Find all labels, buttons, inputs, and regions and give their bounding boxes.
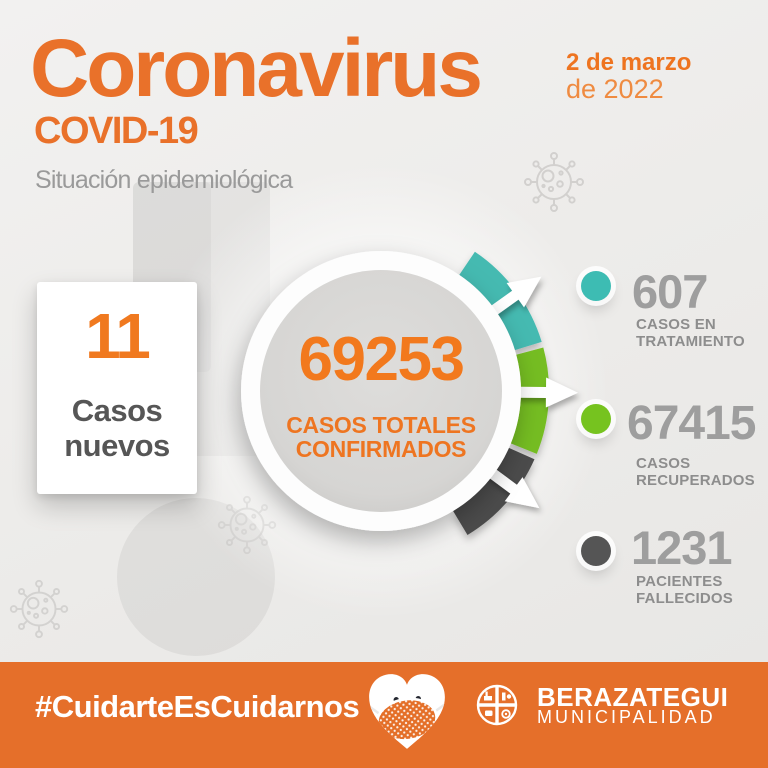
new-cases-card: 11 Casos nuevos <box>37 282 197 494</box>
stat-label-deceased: PACIENTES FALLECIDOS <box>636 573 734 607</box>
report-date-day: 2 de marzo <box>566 49 692 76</box>
total-cases-label-line1: CASOS TOTALES <box>286 412 476 438</box>
new-cases-label: Casos nuevos <box>37 393 197 463</box>
heart-mask-icon <box>369 674 445 749</box>
municipal-logo-icon <box>476 684 518 726</box>
total-cases-label-line2: CONFIRMADOS <box>295 436 467 463</box>
covid-subtitle: COVID-19 <box>34 110 199 152</box>
report-date-year: de 2022 <box>566 74 664 105</box>
total-cases-value: 69253 <box>298 325 465 394</box>
total-cases-label: CASOS TOTALES CONFIRMADOS <box>286 413 476 462</box>
new-cases-label-line1: Casos <box>71 393 163 428</box>
stat-label-line: CASOS <box>636 455 691 472</box>
new-cases-value: 11 <box>85 300 151 372</box>
stat-label-line: TRATAMIENTO <box>636 332 745 350</box>
stat-label-treatment: CASOS EN TRATAMIENTO <box>636 316 745 350</box>
page-title: Coronavirus <box>30 23 483 114</box>
report-date: 2 de marzo de 2022 <box>566 50 691 104</box>
stat-dot-deceased <box>581 536 611 566</box>
stat-label-line: FALLECIDOS <box>636 589 734 607</box>
stat-label-line: CASOS EN <box>636 316 716 333</box>
stat-dot-treatment <box>581 271 611 301</box>
brand-name: BERAZATEGUI <box>537 682 729 712</box>
stat-label-recovered: CASOS RECUPERADOS <box>636 455 755 489</box>
hashtag: #CuidarteEsCuidarnos <box>35 689 360 724</box>
segment-deceased <box>453 447 535 535</box>
stat-label-line: RECUPERADOS <box>636 471 755 489</box>
segment-recovered <box>510 347 550 454</box>
stat-value-recovered: 67415 <box>627 397 756 450</box>
stat-value-deceased: 1231 <box>631 521 733 574</box>
arrow-icon <box>475 377 578 408</box>
new-cases-label-line2: nuevos <box>64 427 170 463</box>
tagline: Situación epidemiológica <box>35 166 293 194</box>
stat-dot-recovered <box>581 404 611 434</box>
brand-subtitle: MUNICIPALIDAD <box>537 707 716 727</box>
stat-value-treatment: 607 <box>632 265 708 318</box>
stat-label-line: PACIENTES <box>636 573 723 590</box>
